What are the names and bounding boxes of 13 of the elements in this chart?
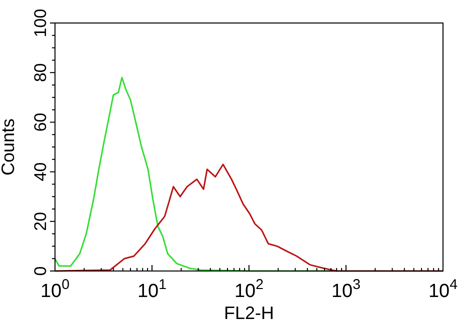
y-tick-label: 20 — [31, 212, 50, 231]
x-tick-label: 10$^{1}$ — [137, 277, 167, 302]
x-axis-title: FL2-H — [224, 303, 274, 323]
y-tick-label: 80 — [31, 63, 50, 82]
x-tick-label: 10$^{2}$ — [234, 277, 264, 302]
y-tick-label: 100 — [31, 8, 50, 38]
y-tick-label: 40 — [31, 162, 50, 182]
y-axis-title: Counts — [0, 118, 18, 176]
y-tick-label: 60 — [31, 112, 50, 132]
x-tick-label: 10$^{3}$ — [331, 277, 361, 302]
y-tick-label: 0 — [31, 266, 50, 276]
x-tick-label: 10$^{4}$ — [428, 277, 458, 302]
x-tick-label: 10$^{0}$ — [40, 277, 70, 302]
